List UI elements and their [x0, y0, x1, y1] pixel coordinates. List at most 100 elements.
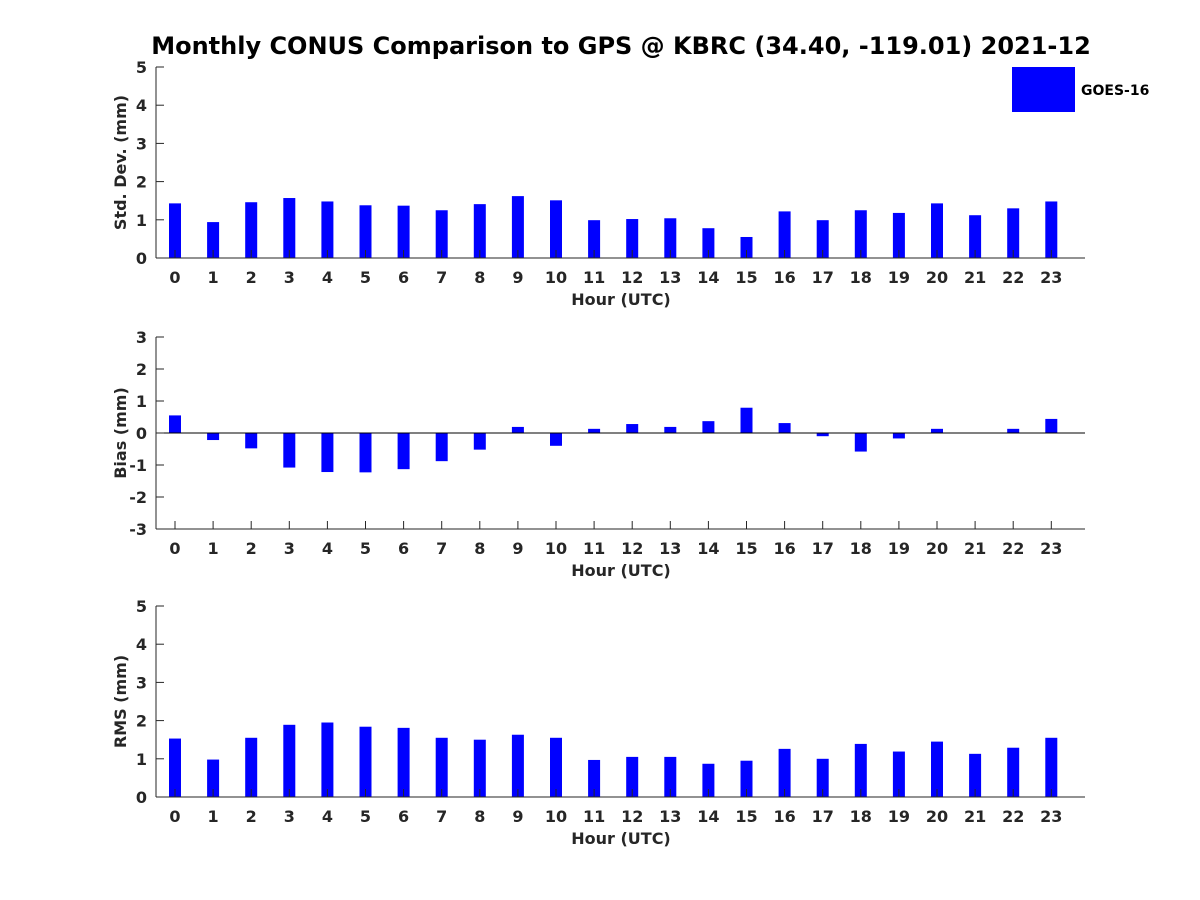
bias-xtick-label-8: 8	[474, 539, 485, 558]
rms-bar-17	[816, 758, 829, 797]
std-dev-bar-20	[931, 203, 943, 258]
rms-xtick-label-16: 16	[773, 807, 795, 826]
rms-bar-13	[664, 756, 677, 797]
std-dev-xtick-label-8: 8	[474, 268, 485, 287]
bias-xtick-label-22: 22	[1002, 539, 1024, 558]
bias-bar-16	[778, 423, 791, 433]
std-dev-bar-23	[1045, 201, 1058, 258]
bias-bar-19	[892, 433, 905, 439]
bias-ytick-label-1: -2	[129, 488, 147, 507]
rms-ytick-label-3: 3	[136, 673, 147, 692]
std-dev-bar-14	[702, 228, 715, 258]
rms-ytick-label-5: 5	[136, 597, 147, 616]
rms-xtick-label-5: 5	[360, 807, 371, 826]
rms-xtick-label-14: 14	[697, 807, 719, 826]
bias-xtick-label-7: 7	[436, 539, 447, 558]
bias-xtick-label-18: 18	[850, 539, 872, 558]
std-dev-bar-10	[550, 200, 562, 258]
std-dev-bar-8	[473, 204, 486, 258]
std-dev-xtick-label-5: 5	[360, 268, 371, 287]
std-dev-xtick-label-10: 10	[545, 268, 567, 287]
bias-xtick-label-11: 11	[583, 539, 605, 558]
bias-ytick-label-5: 2	[136, 360, 147, 379]
std-dev-xlabel: Hour (UTC)	[571, 290, 671, 309]
bias-bar-5	[359, 433, 372, 473]
rms-xtick-label-0: 0	[169, 807, 180, 826]
rms-bar-20	[931, 741, 943, 797]
rms-bar-12	[626, 756, 639, 797]
rms-xtick-label-12: 12	[621, 807, 643, 826]
rms-xtick-label-8: 8	[474, 807, 485, 826]
std-dev-ytick-label-1: 1	[136, 211, 147, 230]
bias-bar-12	[626, 424, 639, 433]
rms-xtick-label-23: 23	[1040, 807, 1062, 826]
bias-bar-7	[435, 433, 448, 462]
std-dev-bar-13	[664, 218, 677, 258]
std-dev-xtick-label-16: 16	[773, 268, 795, 287]
rms-bar-22	[1007, 747, 1020, 797]
bias-xtick-label-13: 13	[659, 539, 681, 558]
std-dev-xtick-label-12: 12	[621, 268, 643, 287]
rms-xtick-label-4: 4	[322, 807, 333, 826]
rms-bar-2	[245, 737, 258, 797]
std-dev-bar-12	[626, 219, 639, 258]
std-dev-xtick-label-14: 14	[697, 268, 719, 287]
legend-label-goes-16: GOES-16	[1081, 83, 1149, 99]
std-dev-xtick-label-20: 20	[926, 268, 948, 287]
rms-xtick-label-1: 1	[208, 807, 219, 826]
bias-bar-14	[702, 421, 715, 433]
std-dev-xtick-label-6: 6	[398, 268, 409, 287]
bias-ytick-label-3: 0	[136, 424, 147, 443]
std-dev-bar-18	[854, 210, 867, 258]
rms-xtick-label-9: 9	[512, 807, 523, 826]
bias-ylabel: Bias (mm)	[111, 387, 130, 479]
bias-bar-8	[473, 433, 486, 450]
bias-bar-13	[664, 426, 677, 433]
std-dev-bar-22	[1007, 208, 1020, 258]
bias-xtick-label-12: 12	[621, 539, 643, 558]
std-dev-xtick-label-15: 15	[735, 268, 757, 287]
std-dev-bar-11	[588, 220, 601, 258]
rms-bar-16	[778, 748, 791, 797]
bias-xtick-label-14: 14	[697, 539, 719, 558]
bias-xtick-label-4: 4	[322, 539, 333, 558]
bias-bar-10	[550, 433, 562, 446]
bias-xlabel: Hour (UTC)	[571, 561, 671, 580]
std-dev-bar-2	[245, 202, 258, 258]
rms-bar-0	[169, 738, 181, 797]
std-dev-xtick-label-18: 18	[850, 268, 872, 287]
bias-bar-15	[740, 407, 753, 433]
std-dev-bar-4	[321, 201, 334, 258]
rms-xtick-label-3: 3	[284, 807, 295, 826]
bias-bar-3	[283, 433, 296, 468]
std-dev-bar-5	[359, 205, 372, 258]
rms-xtick-label-17: 17	[812, 807, 834, 826]
std-dev-ytick-label-4: 4	[136, 96, 147, 115]
std-dev-xtick-label-19: 19	[888, 268, 910, 287]
bias-ytick-label-4: 1	[136, 392, 147, 411]
bias-xtick-label-0: 0	[169, 539, 180, 558]
std-dev-bar-0	[169, 203, 181, 258]
bias-bar-1	[207, 433, 220, 441]
rms-xtick-label-11: 11	[583, 807, 605, 826]
std-dev-xtick-label-1: 1	[208, 268, 219, 287]
rms-ytick-label-1: 1	[136, 750, 147, 769]
bias-xtick-label-15: 15	[735, 539, 757, 558]
bias-xtick-label-17: 17	[812, 539, 834, 558]
rms-xtick-label-6: 6	[398, 807, 409, 826]
rms-xtick-label-22: 22	[1002, 807, 1024, 826]
rms-bar-4	[321, 722, 334, 797]
chart-title: Monthly CONUS Comparison to GPS @ KBRC (…	[151, 32, 1091, 60]
bias-bar-11	[588, 428, 601, 433]
rms-bar-11	[588, 759, 601, 797]
bias-bar-2	[245, 433, 258, 449]
bias-bar-22	[1007, 428, 1020, 433]
std-dev-ytick-label-3: 3	[136, 134, 147, 153]
rms-ytick-label-4: 4	[136, 635, 147, 654]
bias-xtick-label-1: 1	[208, 539, 219, 558]
rms-bar-23	[1045, 737, 1058, 797]
